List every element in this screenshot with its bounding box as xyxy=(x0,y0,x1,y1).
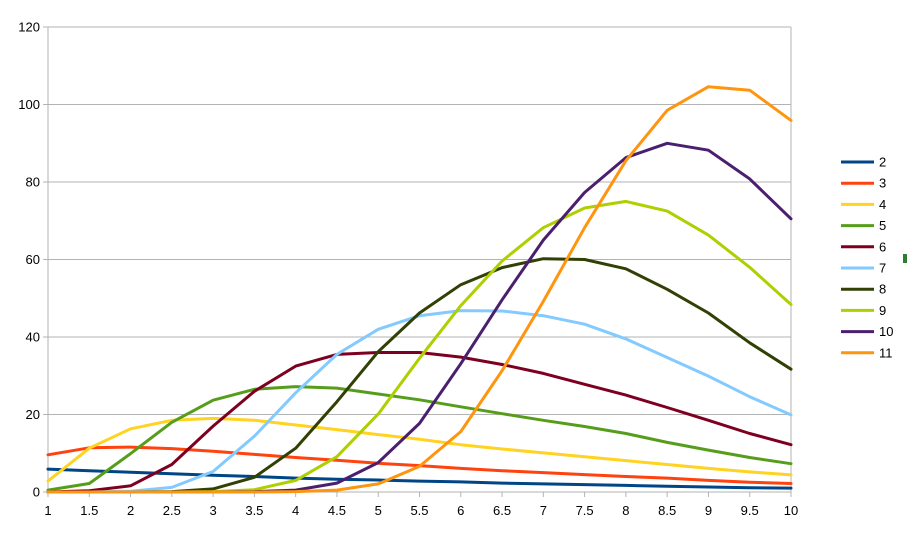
legend-label-4: 4 xyxy=(879,197,886,212)
legend-label-11: 11 xyxy=(879,345,893,360)
legend: 2 3 4 5 6 7 8 9 10 11 xyxy=(841,155,893,360)
y-tick-label: 120 xyxy=(18,20,40,35)
x-tick-label: 8.5 xyxy=(658,503,676,518)
x-tick-label: 2.5 xyxy=(163,503,181,518)
x-tick-label: 2 xyxy=(127,503,134,518)
x-tick-label: 9.5 xyxy=(741,503,759,518)
series-lines xyxy=(46,85,793,494)
x-tick-label: 5 xyxy=(375,503,382,518)
legend-label-9: 9 xyxy=(879,303,886,318)
y-tick-label: 80 xyxy=(26,175,40,190)
x-tick-label: 3 xyxy=(209,503,216,518)
x-tick-label: 8 xyxy=(622,503,629,518)
legend-label-3: 3 xyxy=(879,176,886,191)
x-tick-label: 1 xyxy=(44,503,51,518)
y-axis-tick-labels: 0 20 40 60 80 100 120 xyxy=(18,20,40,500)
x-tick-label: 9 xyxy=(705,503,712,518)
x-tick-label: 6 xyxy=(457,503,464,518)
x-tick-label: 1.5 xyxy=(80,503,98,518)
x-tick-label: 5.5 xyxy=(410,503,428,518)
y-tick-label: 0 xyxy=(33,485,40,500)
legend-label-2: 2 xyxy=(879,155,886,170)
x-tick-label: 4 xyxy=(292,503,299,518)
legend-clipped-marker xyxy=(903,254,907,263)
x-tick-label: 7 xyxy=(540,503,547,518)
series-line-7 xyxy=(46,309,793,494)
y-tick-label: 40 xyxy=(26,330,40,345)
grid-lines xyxy=(48,26,791,493)
legend-label-8: 8 xyxy=(879,282,886,297)
x-axis-tick-labels: 1 1.5 2 2.5 3 3.5 4 4.5 5 5.5 6 6.5 7 7.5 8 8.5 9 9.5 10 xyxy=(44,503,798,518)
x-tick-label: 6.5 xyxy=(493,503,511,518)
series-line-4 xyxy=(46,416,793,483)
y-tick-label: 100 xyxy=(18,97,40,112)
legend-label-7: 7 xyxy=(879,261,886,276)
series-line-5 xyxy=(46,385,793,492)
x-tick-label: 10 xyxy=(784,503,798,518)
series-line-2 xyxy=(46,467,793,490)
legend-label-10: 10 xyxy=(879,324,893,339)
y-tick-label: 20 xyxy=(26,407,40,422)
series-line-11 xyxy=(46,85,793,494)
series-line-8 xyxy=(46,257,793,494)
legend-label-5: 5 xyxy=(879,218,886,233)
x-tick-label: 7.5 xyxy=(576,503,594,518)
x-tick-label: 4.5 xyxy=(328,503,346,518)
series-line-6 xyxy=(46,351,793,494)
y-tick-label: 60 xyxy=(26,252,40,267)
legend-label-6: 6 xyxy=(879,239,886,254)
x-tick-label: 3.5 xyxy=(245,503,263,518)
